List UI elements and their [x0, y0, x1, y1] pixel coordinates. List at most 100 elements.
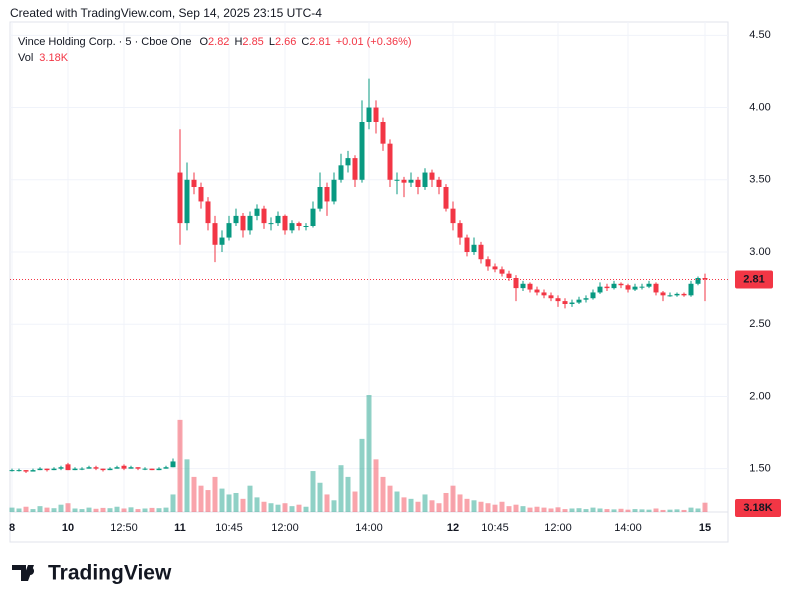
candle-body — [247, 215, 253, 231]
candle-body — [184, 179, 190, 224]
candle-body — [324, 187, 330, 202]
candle-body — [387, 143, 393, 180]
candle-body — [121, 465, 127, 469]
candle-body — [499, 269, 505, 274]
volume-bar — [660, 509, 666, 512]
candle-body — [429, 172, 435, 180]
candle-body — [317, 187, 323, 209]
volume-bar — [534, 506, 540, 512]
volume-bar — [562, 509, 568, 512]
candle-body — [303, 226, 309, 227]
legend-line: Vince Holding Corp. · 5 · Cboe One O2.82 H… — [18, 36, 412, 48]
volume-bar — [170, 494, 176, 512]
candle-body — [345, 158, 351, 166]
candle-body — [394, 179, 400, 181]
candle-body — [240, 215, 246, 231]
volume-bar — [121, 508, 127, 512]
volume-bar — [233, 492, 239, 512]
candle-body — [611, 283, 617, 289]
volume-bar — [471, 500, 477, 512]
candle-body — [464, 237, 470, 252]
legend: Vince Holding Corp. · 5 · Cboe One O2.82 H… — [18, 36, 412, 64]
volume-bar — [317, 482, 323, 512]
candle-body — [135, 467, 141, 469]
volume-bar — [135, 509, 141, 512]
candle-body — [58, 467, 64, 469]
volume-bar — [548, 508, 554, 512]
x-tick-label: 12:50 — [110, 522, 138, 534]
volume-bar — [107, 508, 113, 512]
volume-legend: Vol 3.18K — [18, 52, 69, 64]
volume-bar — [380, 476, 386, 512]
candle-body — [128, 467, 134, 469]
candle-body — [212, 223, 218, 245]
volume-bar — [597, 508, 603, 512]
candle-body — [86, 467, 92, 469]
volume-bar — [373, 459, 379, 512]
volume-bar — [51, 508, 57, 512]
candle-body — [471, 244, 477, 252]
volume-bar — [674, 509, 680, 512]
candle-body — [443, 187, 449, 209]
candle-body — [576, 299, 582, 303]
ohlc-value: 2.66 — [275, 36, 296, 48]
volume-bar — [65, 503, 71, 512]
x-tick-label: 12 — [447, 522, 459, 534]
candle-body — [107, 468, 113, 471]
volume-bar — [625, 509, 631, 512]
candle-body — [562, 301, 568, 304]
candle-body — [226, 223, 232, 238]
x-tick-label: 10 — [62, 522, 74, 534]
volume-bar — [226, 494, 232, 512]
candle-body — [205, 201, 211, 224]
candle-body — [380, 122, 386, 144]
volume-bar — [191, 476, 197, 512]
volume-bar — [443, 492, 449, 512]
candle-body — [660, 292, 666, 296]
candle-body — [114, 467, 120, 469]
candle-body — [667, 295, 673, 297]
logo: TradingView — [12, 562, 172, 585]
candle-body — [541, 292, 547, 296]
price-badge-label: 2.81 — [743, 273, 764, 285]
candle-body — [338, 165, 344, 180]
candle-body — [51, 468, 57, 471]
candle-body — [254, 208, 260, 216]
volume-bar — [100, 507, 106, 512]
volume-bar — [282, 503, 288, 512]
candle-body — [170, 461, 176, 468]
volume-bar — [569, 508, 575, 512]
candle-body — [198, 187, 204, 202]
change: +0.01 (+0.36%) — [336, 36, 412, 48]
volume-bar — [590, 507, 596, 512]
candle-body — [506, 273, 512, 278]
x-tick-label: 8 — [9, 522, 15, 534]
ohlc-value: 2.85 — [242, 36, 263, 48]
candle-body — [457, 223, 463, 238]
volume-bar — [387, 485, 393, 512]
volume-bar — [359, 438, 365, 512]
volume-bar — [303, 506, 309, 512]
volume-bar — [450, 485, 456, 512]
volume-bar — [646, 509, 652, 512]
ohlc-value: 2.81 — [309, 36, 330, 48]
candle-body — [604, 286, 610, 289]
y-tick-label: 1.50 — [749, 463, 770, 475]
volume-bar — [9, 507, 15, 512]
axes: 1.50 2.00 2.50 3.00 3.50 4.00 4.50 8 10 12:50 11 10… — [9, 29, 781, 534]
volume-bar — [555, 507, 561, 512]
candle-body — [688, 283, 694, 296]
volume-bar — [331, 500, 337, 512]
volume-bar — [156, 508, 162, 512]
candle-body — [597, 286, 603, 293]
volume-bar — [79, 509, 85, 512]
volume-bar — [142, 508, 148, 512]
candle-body — [142, 468, 148, 470]
volume-bar — [611, 509, 617, 512]
volume-bar — [415, 501, 421, 512]
volume-bar — [352, 491, 358, 512]
candle-body — [590, 292, 596, 299]
candle-body — [632, 286, 638, 290]
candle-body — [520, 283, 526, 289]
